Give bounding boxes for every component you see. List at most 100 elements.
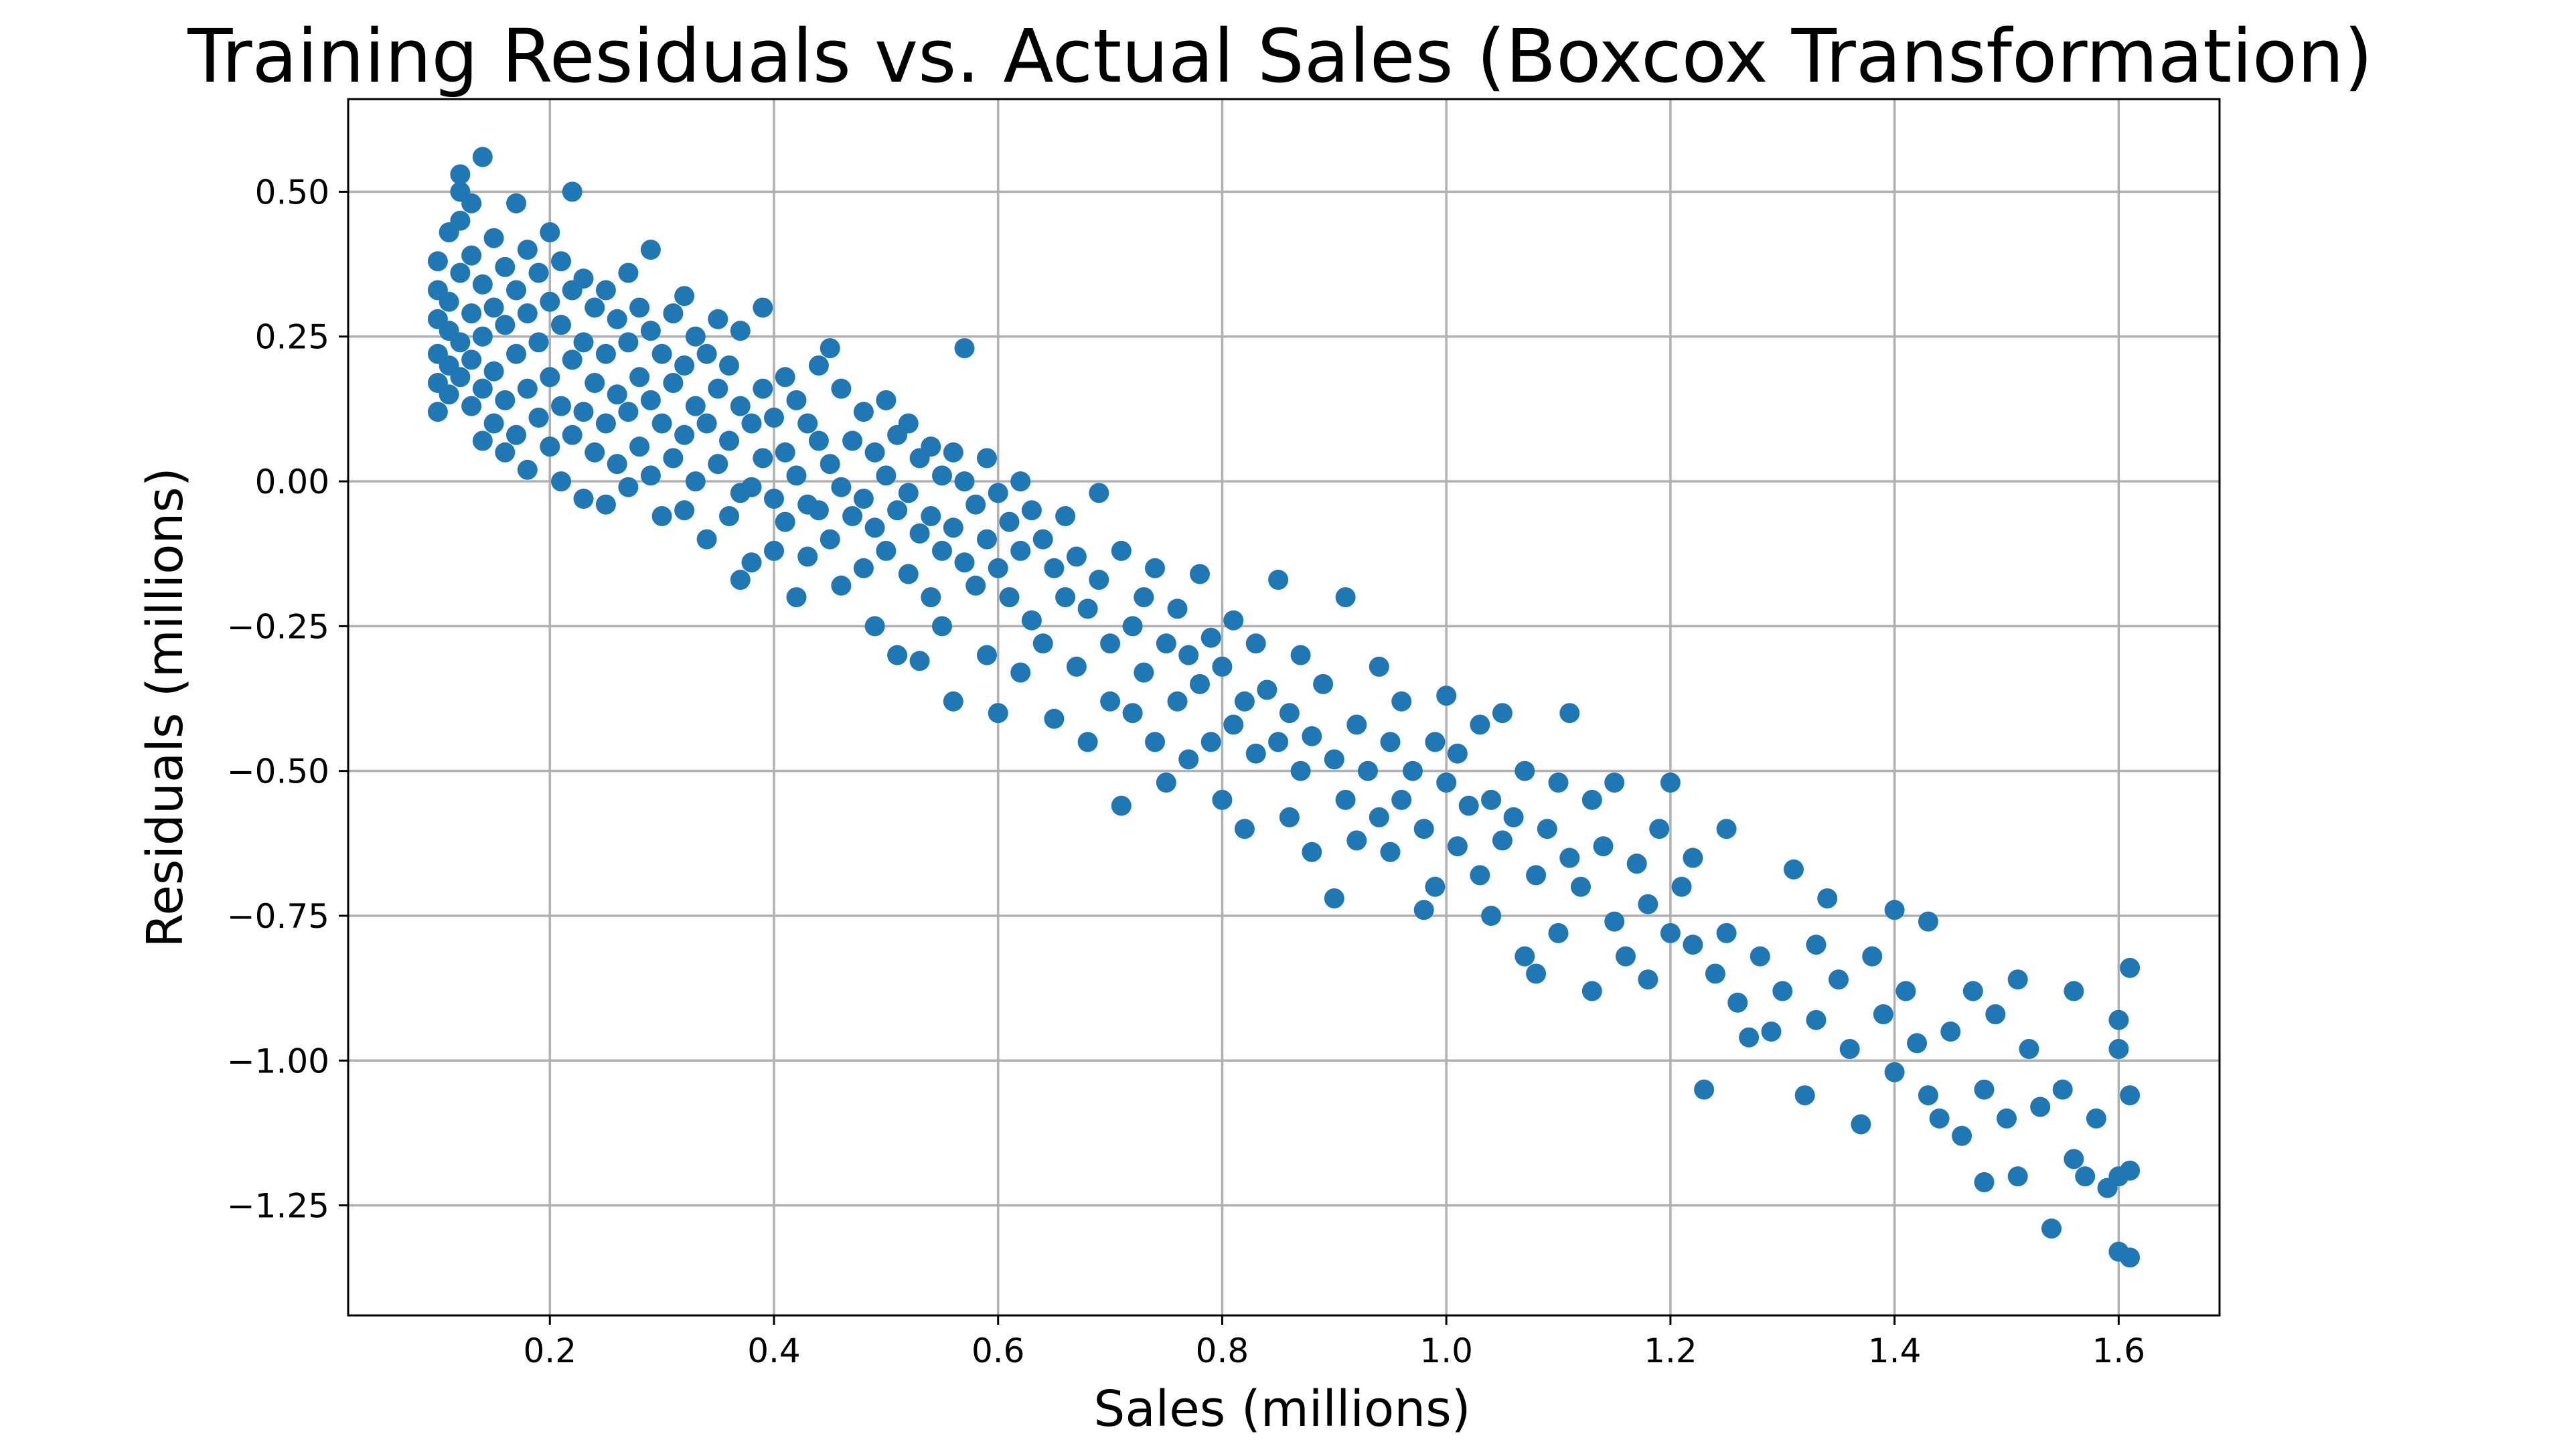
data-point [1257, 679, 1277, 700]
data-point [1895, 981, 1916, 1001]
data-point [1918, 911, 1938, 932]
data-point [472, 274, 493, 295]
data-point [472, 378, 493, 399]
data-point [461, 303, 482, 324]
data-point [1324, 888, 1344, 908]
data-point [921, 587, 941, 608]
data-point [1997, 1108, 2017, 1129]
data-point [506, 424, 526, 445]
data-point [1302, 726, 1322, 746]
data-point [461, 193, 482, 214]
data-point [2007, 969, 2028, 990]
data-point [988, 558, 1008, 578]
data-point [640, 465, 661, 486]
data-point [1066, 546, 1087, 567]
data-point [1268, 732, 1289, 752]
data-point [1716, 922, 1737, 943]
x-tick-label: 1.2 [1644, 1331, 1697, 1370]
data-point [820, 338, 840, 359]
data-point [943, 517, 963, 538]
data-point [1515, 946, 1535, 967]
data-point [1223, 610, 1244, 631]
data-point [954, 471, 975, 492]
data-point [1470, 714, 1490, 735]
y-tick-label: 0.00 [255, 463, 329, 501]
data-point [1032, 633, 1053, 654]
data-point [651, 413, 672, 434]
data-point [640, 321, 661, 341]
data-point [495, 390, 516, 410]
data-point [1111, 795, 1132, 816]
data-point [876, 540, 897, 561]
data-point [618, 477, 639, 497]
y-tick-label: −0.75 [227, 897, 329, 936]
data-point [1122, 703, 1143, 724]
data-point [1638, 969, 1658, 990]
data-point [708, 378, 728, 399]
data-point [1705, 963, 1725, 984]
data-point [528, 262, 549, 283]
data-point [909, 651, 930, 671]
data-point [1683, 935, 1703, 955]
data-point [842, 506, 863, 526]
data-point [808, 500, 829, 521]
data-point [585, 442, 605, 463]
data-point [1694, 1079, 1715, 1100]
data-point [618, 402, 639, 422]
data-point [472, 430, 493, 451]
data-point [954, 552, 975, 573]
data-point [1190, 673, 1210, 694]
data-point [775, 511, 795, 532]
data-point [1638, 894, 1658, 914]
data-point [1492, 830, 1512, 851]
data-point [551, 251, 571, 272]
data-point [1481, 789, 1502, 810]
data-point [719, 355, 739, 376]
data-point [1447, 836, 1468, 857]
data-point [2108, 1039, 2129, 1059]
data-point [1952, 1125, 1972, 1146]
data-point [2120, 1085, 2141, 1106]
data-point [1021, 500, 1042, 521]
data-point [1178, 749, 1199, 770]
data-point [764, 407, 784, 428]
data-point [999, 587, 1020, 608]
data-point [1212, 656, 1233, 677]
data-point [988, 483, 1008, 503]
data-point [1111, 540, 1132, 561]
data-point [876, 390, 897, 410]
data-point [551, 315, 571, 335]
data-point [573, 489, 594, 509]
data-point [483, 413, 504, 434]
data-point [696, 413, 717, 434]
data-point [1929, 1108, 1950, 1129]
data-point [2041, 1218, 2062, 1239]
data-point [1839, 1039, 1860, 1059]
data-point [607, 309, 627, 329]
data-point [2075, 1166, 2096, 1187]
data-point [562, 181, 583, 202]
data-point [629, 297, 650, 318]
data-point [461, 245, 482, 266]
data-point [1279, 807, 1300, 827]
data-point [1772, 981, 1793, 1001]
plot-frame [347, 98, 2221, 1317]
y-tick-label: −0.50 [227, 752, 329, 791]
data-point [1985, 1004, 2006, 1025]
data-point [864, 517, 885, 538]
data-point [1212, 789, 1233, 810]
data-point [1055, 587, 1076, 608]
data-point [506, 280, 526, 301]
data-point [528, 407, 549, 428]
data-point [1660, 773, 1681, 793]
data-point [685, 326, 706, 347]
data-point [1324, 749, 1344, 770]
data-point [1626, 854, 1647, 874]
data-point [562, 424, 583, 445]
x-tick-label: 1.6 [2092, 1331, 2146, 1370]
data-point [674, 286, 695, 307]
data-point [1010, 662, 1031, 683]
data-point [1145, 558, 1165, 578]
data-point [932, 616, 952, 637]
